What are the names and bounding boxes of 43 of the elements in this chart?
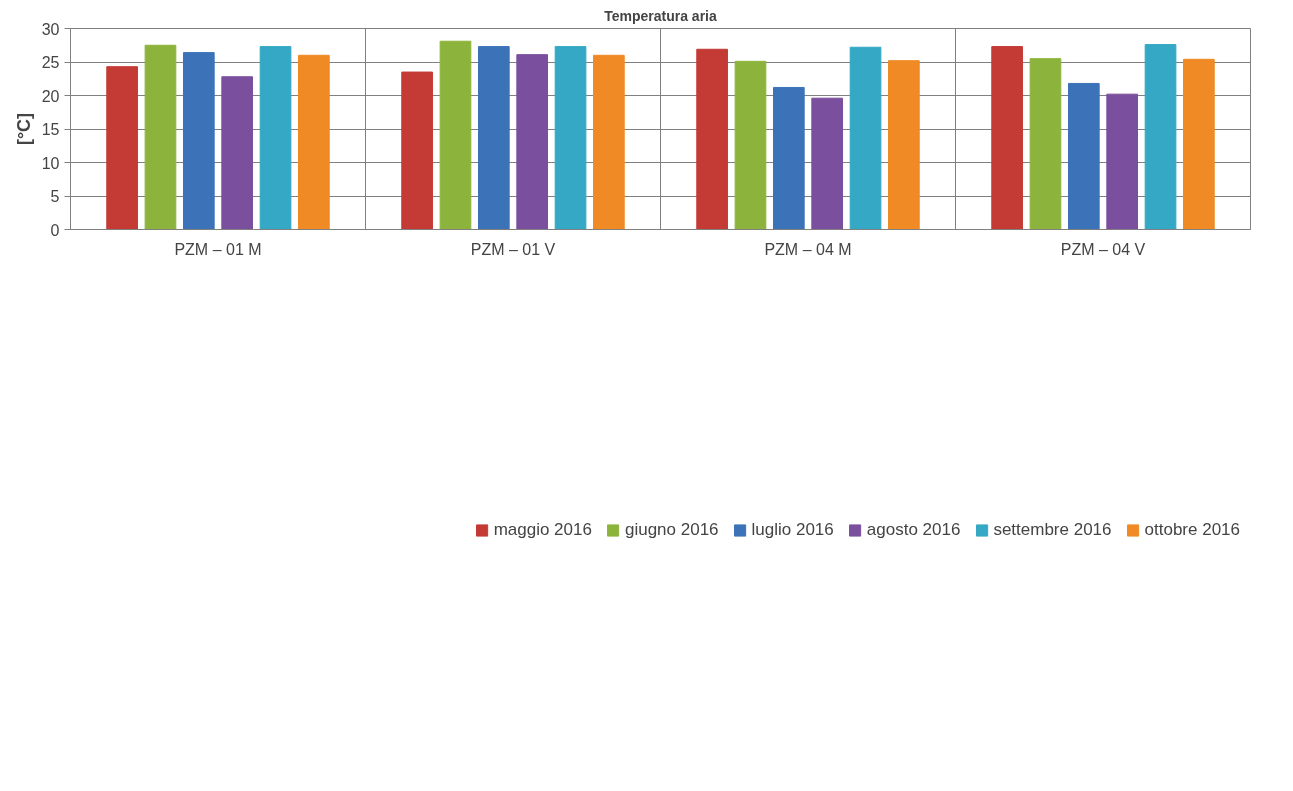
chart-title: Temperatura aria: [604, 7, 717, 24]
legend-label: maggio 2016: [493, 520, 592, 540]
y-tick-label: 5: [50, 188, 60, 205]
bar: [401, 71, 433, 230]
bar: [439, 40, 472, 230]
y-axis-title: [°C]: [13, 112, 34, 146]
bar: [144, 44, 177, 230]
y-tick-label: 20: [41, 87, 60, 105]
bar: [696, 48, 728, 230]
x-tick-label: PZM – 01 V: [470, 240, 556, 258]
legend-label: luglio 2016: [751, 520, 834, 540]
bar: [554, 46, 587, 230]
bar: [991, 46, 1023, 230]
bar: [477, 46, 510, 230]
x-tick-label: PZM – 01 M: [174, 240, 262, 258]
bar: [1029, 58, 1062, 230]
bar: [221, 76, 254, 230]
bar: [182, 52, 215, 230]
x-tick-label: PZM – 04 V: [1060, 240, 1146, 258]
legend-label: ottobre 2016: [1144, 520, 1240, 540]
bar: [888, 60, 920, 230]
bar: [1106, 93, 1139, 230]
bar: [849, 46, 882, 230]
bar: [1067, 82, 1100, 230]
legend-label: agosto 2016: [866, 520, 961, 540]
x-tick-label: PZM – 04 M: [764, 240, 852, 258]
bar: [259, 46, 292, 230]
bar: [593, 54, 625, 230]
bar: [1183, 58, 1215, 230]
y-tick-label: 25: [41, 54, 60, 71]
bar: [1144, 44, 1177, 230]
bar: [772, 86, 805, 230]
y-tick-label: 0: [50, 221, 60, 239]
bar: [298, 54, 330, 230]
bar: [811, 97, 844, 230]
y-tick-label: 30: [41, 20, 60, 38]
y-tick-label: 15: [41, 121, 60, 138]
legend-label: settembre 2016: [993, 520, 1112, 540]
legend-label: giugno 2016: [624, 520, 719, 540]
bar: [734, 60, 767, 230]
bar: [516, 54, 549, 230]
y-tick-label: 10: [41, 154, 60, 172]
bar: [106, 66, 138, 230]
